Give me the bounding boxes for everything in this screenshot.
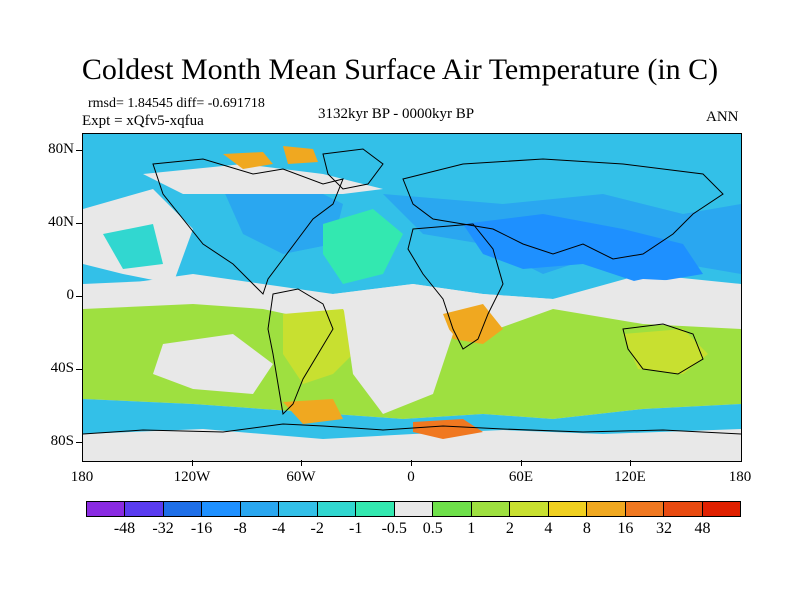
colorbar-label: -16 — [190, 520, 213, 537]
satlantic-neutral — [343, 299, 453, 414]
antarctic-hot — [413, 419, 483, 439]
experiment-label: Expt = xQfv5-xqfua — [82, 113, 204, 129]
x-tick — [192, 460, 193, 466]
x-tick — [301, 460, 302, 466]
colorbar-segment — [625, 501, 665, 517]
colorbar-segment — [356, 501, 395, 517]
colorbar-label: 48 — [694, 520, 711, 537]
colorbar-label: -32 — [152, 520, 174, 537]
colorbar-segment — [125, 501, 164, 517]
colorbar — [86, 501, 741, 517]
colorbar-label: -0.5 — [381, 520, 407, 537]
lat-label-40n: 40N — [48, 214, 74, 230]
colorbar-segment — [664, 501, 703, 517]
africa-coast — [407, 223, 504, 350]
arctic-warm-spot-1 — [223, 152, 273, 169]
y-tick — [76, 442, 82, 443]
colorbar-segment — [317, 501, 357, 517]
australia-coast — [622, 323, 704, 375]
lon-label-120e: 120E — [614, 469, 646, 485]
colorbar-segment — [702, 501, 741, 517]
australia-warm — [623, 329, 708, 374]
y-tick — [76, 150, 82, 151]
lon-label-180e: 180 — [728, 469, 752, 485]
south-america-coast — [267, 288, 334, 416]
colorbar-segment — [202, 501, 241, 517]
colorbar-label: 16 — [617, 520, 634, 537]
colorbar-label: -4 — [271, 520, 286, 537]
colorbar-label: 8 — [582, 520, 591, 537]
eurasia-coast — [402, 158, 724, 260]
colorbar-label: -1 — [349, 520, 363, 537]
lat-label-80s: 80S — [50, 433, 74, 449]
na-cold — [223, 179, 343, 254]
stats-text: rmsd= 1.84545 diff= -0.691718 — [88, 96, 265, 111]
colorbar-segment — [548, 501, 588, 517]
colorbar-segment — [86, 501, 126, 517]
colorbar-label: -48 — [113, 520, 136, 537]
colorbar-segment — [279, 501, 318, 517]
coastlines — [83, 148, 741, 435]
colorbar-label: -8 — [233, 520, 247, 537]
antarctica-neutral — [83, 429, 741, 461]
colorbar-label: 1 — [467, 520, 476, 537]
temperature-map — [83, 134, 741, 461]
colorbar-segment — [510, 501, 549, 517]
npacific-teal — [103, 224, 163, 269]
arctic-neutral — [143, 164, 383, 194]
lon-label-180w: 180 — [70, 469, 94, 485]
lon-label-120w: 120W — [173, 469, 211, 485]
colorbar-segment — [163, 501, 203, 517]
y-tick — [76, 223, 82, 224]
spacific-neutral — [153, 334, 273, 394]
colorbar-segment — [433, 501, 472, 517]
colorbar-label: 0.5 — [422, 520, 443, 537]
lon-label-60e: 60E — [508, 469, 534, 485]
period-label: 3132kyr BP - 0000kyr BP — [318, 106, 475, 122]
map-panel — [82, 133, 742, 462]
x-tick — [521, 460, 522, 466]
x-tick — [411, 460, 412, 466]
colorbar-segment — [240, 501, 280, 517]
greenland-coast — [322, 148, 384, 190]
lat-label-40s: 40S — [50, 360, 74, 376]
antarctica-coast — [83, 423, 741, 435]
colorbar-segment — [587, 501, 626, 517]
map-title: Coldest Month Mean Surface Air Temperatu… — [81, 53, 719, 86]
y-tick — [76, 296, 82, 297]
colorbar-segment — [394, 501, 434, 517]
colorbar-label: -2 — [310, 520, 324, 537]
lon-label-60w: 60W — [286, 469, 316, 485]
x-tick — [630, 460, 631, 466]
colorbar-label: 32 — [655, 520, 672, 537]
north-america-coast — [152, 158, 344, 295]
asia-cold — [463, 214, 703, 284]
lat-label-0: 0 — [66, 287, 75, 303]
colorbar-segment — [471, 501, 511, 517]
arctic-warm-spot-2 — [283, 146, 318, 164]
wantarctic-warm — [283, 399, 343, 424]
y-tick — [76, 369, 82, 370]
season-label: ANN — [706, 109, 739, 125]
lon-label-0: 0 — [407, 469, 415, 485]
colorbar-label: 2 — [505, 520, 514, 537]
lat-label-80n: 80N — [48, 141, 74, 157]
natlantic-teal — [323, 209, 403, 284]
colorbar-label: 4 — [544, 520, 553, 537]
